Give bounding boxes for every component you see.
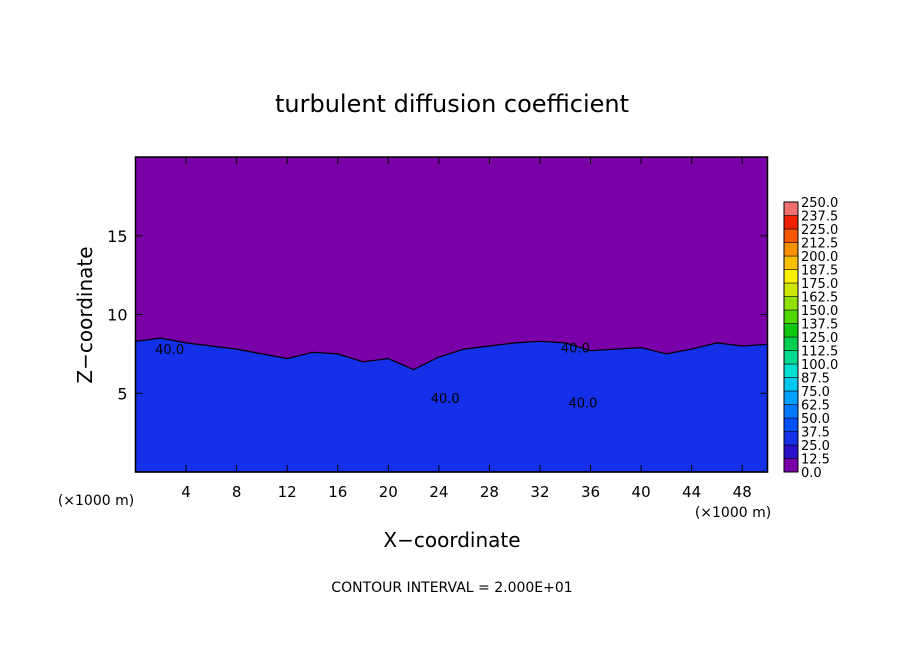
y-tick-label: 10 (107, 306, 127, 325)
colorbar-frame (783, 201, 799, 473)
colorbar-label: 150.0 (801, 304, 838, 319)
colorbar-label: 250.0 (801, 196, 838, 211)
colorbar-label: 50.0 (801, 412, 830, 427)
x-tick-label: 44 (682, 483, 701, 501)
footnote: CONTOUR INTERVAL = 2.000E+01 (331, 580, 572, 596)
colorbar-swatch (783, 269, 799, 284)
colorbar-label: 212.5 (801, 237, 838, 252)
colorbar-label: 137.5 (801, 318, 838, 333)
x-tick-label: 12 (278, 483, 297, 501)
x-tick-label: 24 (429, 483, 448, 501)
colorbar-label: 162.5 (801, 291, 838, 306)
colorbar-swatch (783, 336, 799, 351)
x-tick-label: 36 (581, 483, 600, 501)
y-tick-label: 15 (107, 227, 127, 246)
colorbar-swatch (783, 323, 799, 338)
colorbar-swatch (783, 255, 799, 270)
colorbar-swatch (783, 417, 799, 432)
x-tick-label: 20 (379, 483, 398, 501)
x-tick-label: 48 (733, 483, 752, 501)
x-tick-label: 40 (632, 483, 651, 501)
contour-label: 40.0 (561, 342, 590, 357)
chart-title: turbulent diffusion coefficient (275, 90, 629, 118)
colorbar-label: 125.0 (801, 331, 838, 346)
y-tick-label: 5 (117, 384, 127, 403)
colorbar-label: 37.5 (801, 426, 830, 441)
colorbar-swatch (783, 431, 799, 446)
colorbar-swatch (783, 458, 799, 473)
colorbar-label: 12.5 (801, 453, 830, 468)
colorbar-swatch (783, 350, 799, 365)
contour-label: 40.0 (568, 397, 597, 412)
x-tick-label: 8 (232, 483, 242, 501)
x-unit-label: (×1000 m) (695, 505, 771, 521)
colorbar-swatch (783, 377, 799, 392)
colorbar-swatch (783, 201, 799, 216)
colorbar-label: 0.0 (801, 466, 822, 481)
x-unit-label: (×1000 m) (58, 493, 134, 509)
colorbar-label: 87.5 (801, 372, 830, 387)
x-axis-label: X−coordinate (383, 528, 520, 552)
turbulent-layer (134, 337, 769, 473)
colorbar-label: 175.0 (801, 277, 838, 292)
colorbar-swatch (783, 242, 799, 257)
y-axis-label: Z−coordinate (73, 246, 97, 383)
colorbar-label: 112.5 (801, 345, 838, 360)
colorbar-label: 25.0 (801, 439, 830, 454)
x-tick-label: 28 (480, 483, 499, 501)
colorbar-label: 75.0 (801, 385, 830, 400)
colorbar-swatch (783, 228, 799, 243)
colorbar-swatch (783, 309, 799, 324)
colorbar-swatch (783, 282, 799, 297)
contour-label: 40.0 (431, 392, 460, 407)
x-tick-label: 4 (181, 483, 191, 501)
colorbar-swatch (783, 390, 799, 405)
colorbar-label: 187.5 (801, 264, 838, 279)
colorbar-label: 62.5 (801, 399, 830, 414)
colorbar-swatch (783, 215, 799, 230)
colorbar-swatch (783, 296, 799, 311)
colorbar-label: 200.0 (801, 250, 838, 265)
x-tick-label: 32 (530, 483, 549, 501)
colorbar-swatch (783, 404, 799, 419)
colorbar-label: 100.0 (801, 358, 838, 373)
colorbar-label: 237.5 (801, 210, 838, 225)
contour-label: 40.0 (155, 343, 184, 358)
colorbar-swatch (783, 444, 799, 459)
colorbar-swatch (783, 363, 799, 378)
x-tick-label: 16 (328, 483, 347, 501)
colorbar-label: 225.0 (801, 223, 838, 238)
